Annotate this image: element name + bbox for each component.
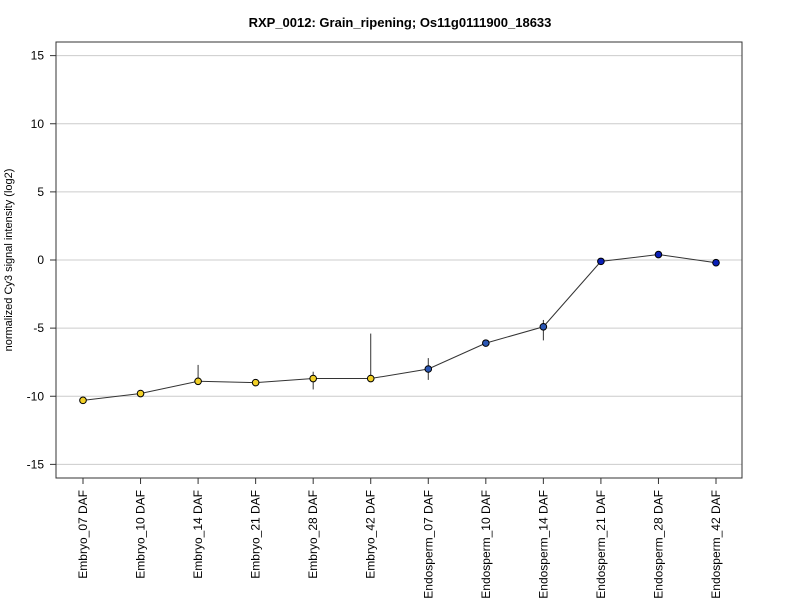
x-tick-label: Embryo_21 DAF: [249, 490, 263, 579]
x-tick-label: Endosperm_42 DAF: [709, 490, 723, 599]
data-point: [79, 396, 87, 405]
y-tick-label: -15: [27, 457, 45, 471]
y-axis: 15 10 5 0 -5 -10 -15: [27, 49, 56, 471]
x-tick-label: Embryo_28 DAF: [306, 490, 320, 579]
chart-title: RXP_0012: Grain_ripening; Os11g0111900_1…: [249, 15, 552, 30]
data-point: [712, 258, 720, 267]
x-axis: Embryo_07 DAF Embryo_10 DAF Embryo_14 DAF E…: [76, 478, 723, 599]
x-tick-label: Endosperm_28 DAF: [651, 490, 665, 599]
y-tick-label: 0: [37, 253, 44, 267]
x-tick-label: Endosperm_21 DAF: [594, 490, 608, 599]
x-tick-label: Embryo_42 DAF: [364, 490, 378, 579]
y-tick-label: -5: [33, 321, 44, 335]
x-tick-label: Endosperm_07 DAF: [421, 490, 435, 599]
y-tick-label: 10: [31, 117, 45, 131]
x-tick-label: Embryo_10 DAF: [134, 490, 148, 579]
y-axis-label: normalized Cy3 signal intensity (log2): [3, 169, 15, 352]
data-point: [136, 389, 145, 398]
x-tick-label: Embryo_07 DAF: [76, 490, 90, 579]
y-tick-label: 5: [37, 185, 44, 199]
data-point: [597, 257, 605, 266]
data-point: [251, 378, 260, 387]
y-tick-label: -10: [27, 389, 45, 403]
x-tick-label: Endosperm_14 DAF: [536, 490, 550, 599]
data-point: [366, 374, 375, 383]
data-point: [194, 377, 202, 386]
y-tick-label: 15: [31, 49, 45, 63]
series-line: [82, 254, 717, 401]
data-point: [482, 339, 490, 347]
x-tick-label: Endosperm_10 DAF: [479, 490, 493, 599]
data-point: [309, 374, 317, 383]
grid-layer: [56, 55, 742, 465]
series-line-layer: [82, 254, 717, 401]
x-tick-label: Embryo_14 DAF: [191, 490, 205, 579]
data-point: [424, 365, 433, 373]
data-point-layer: [79, 250, 720, 405]
data-point: [654, 250, 663, 259]
data-point: [539, 322, 548, 331]
